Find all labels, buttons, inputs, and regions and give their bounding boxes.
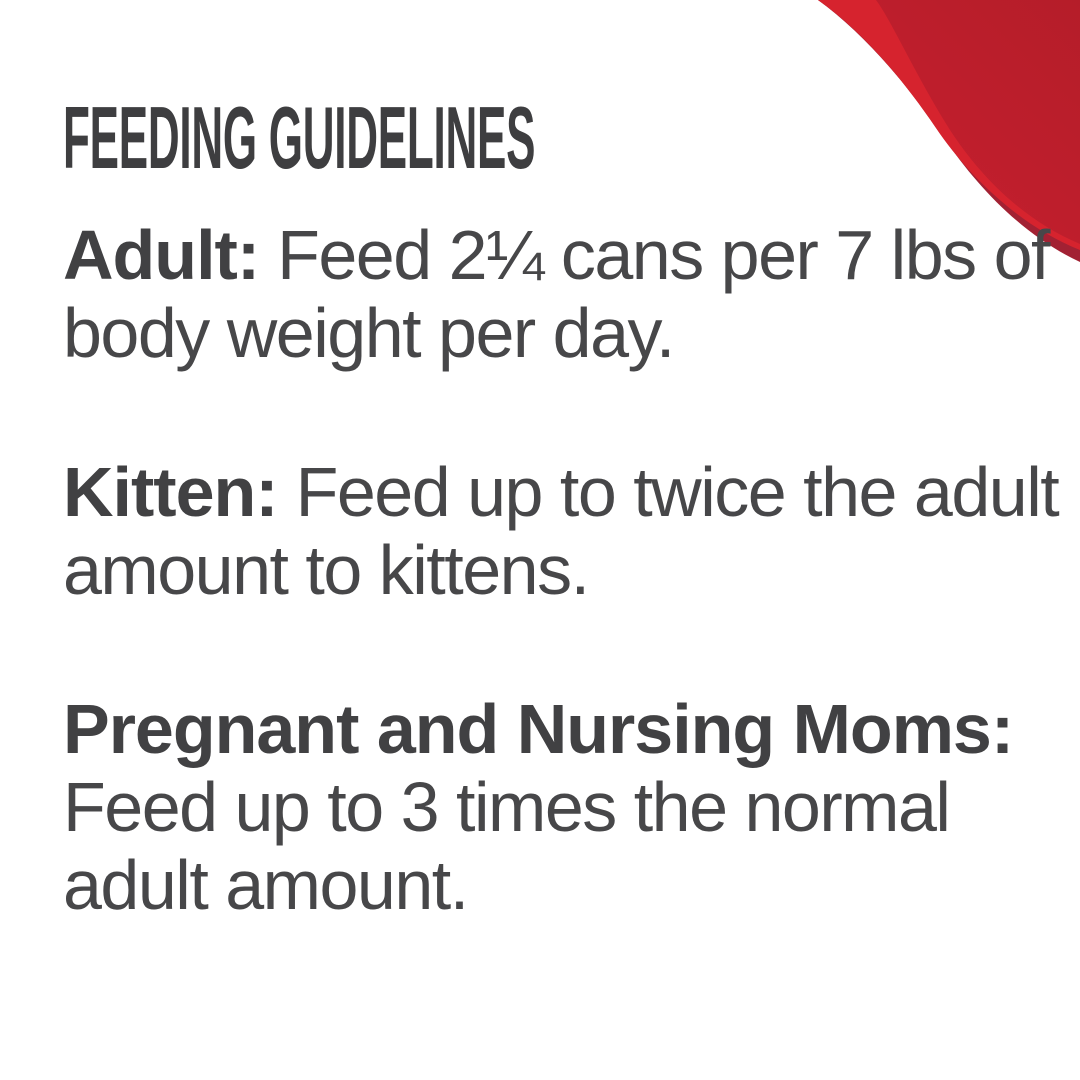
kitten-label: Kitten:: [63, 453, 279, 531]
kitten-feeding-section: Kitten: Feed up to twice the adult amoun…: [63, 453, 1063, 609]
pregnant-nursing-section: Pregnant and Nursing Moms: Feed up to 3 …: [63, 690, 1063, 924]
swoosh-body-shape: [818, 0, 1080, 250]
page-title: FEEDING GUIDELINES: [63, 90, 1007, 185]
adult-instructions: Feed 2¼ cans per 7 lbs of body weight pe…: [63, 216, 1050, 372]
adult-label: Adult:: [63, 216, 260, 294]
adult-feeding-section: Adult: Feed 2¼ cans per 7 lbs of body we…: [63, 216, 1063, 372]
pregnant-nursing-instructions: Feed up to 3 times the normal adult amou…: [63, 768, 951, 924]
page-title-text: FEEDING GUIDELINES: [63, 88, 536, 187]
pregnant-nursing-label: Pregnant and Nursing Moms:: [63, 690, 1014, 768]
kitten-instructions: Feed up to twice the adult amount to kit…: [63, 453, 1060, 609]
red-swoosh-graphic: [818, 0, 1080, 262]
